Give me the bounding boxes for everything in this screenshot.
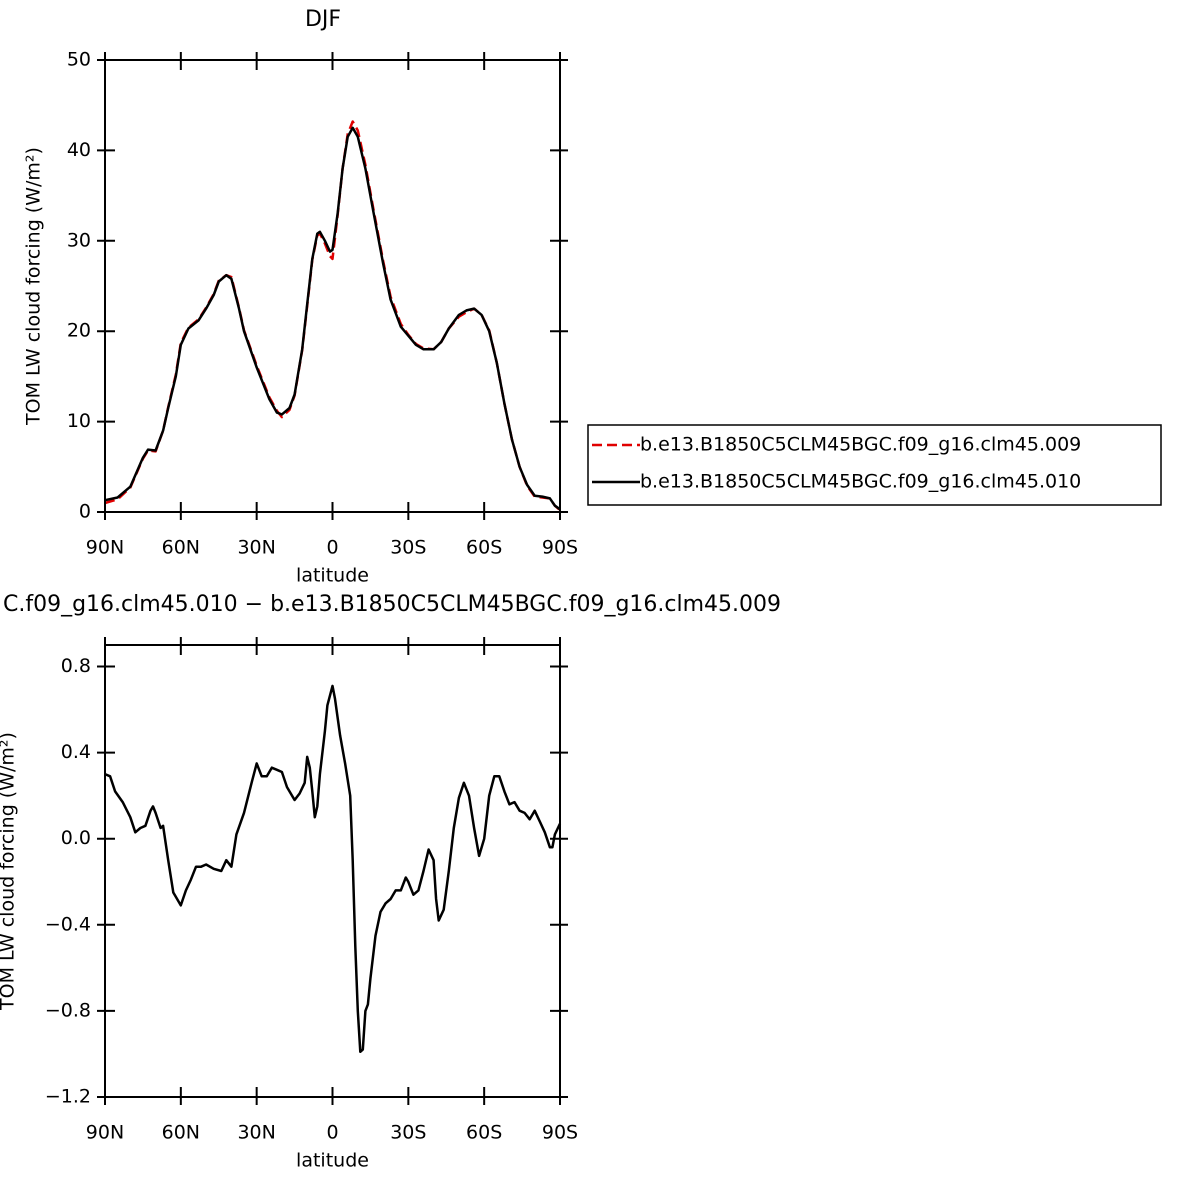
y-tick-label: −0.8 (45, 999, 91, 1021)
x-tick-label: 60N (162, 537, 200, 559)
x-tick-label: 90N (86, 1122, 124, 1144)
x-tick-label: 0 (326, 1122, 338, 1144)
y-tick-label: 30 (67, 229, 91, 251)
y-tick-label: 0.0 (61, 827, 91, 849)
y-tick-label: −0.4 (45, 913, 91, 935)
y-tick-label: −1.2 (45, 1086, 91, 1108)
data-line (104, 684, 562, 1054)
y-tick-label: 50 (67, 49, 91, 71)
x-tick-label: 60N (162, 1122, 200, 1144)
y-tick-label: 0 (79, 501, 91, 523)
data-line (104, 126, 561, 511)
chart-title: C.f09_g16.clm45.010 − b.e13.B1850C5CLM45… (3, 592, 781, 617)
legend-box (587, 424, 1162, 506)
y-axis-label: TOM LW cloud forcing (W/m²) (23, 147, 45, 426)
x-tick-label: 60S (466, 537, 502, 559)
x-tick-label: 30S (390, 1122, 426, 1144)
x-tick-label: 90S (542, 537, 578, 559)
legend-label: b.e13.B1850C5CLM45BGC.f09_g16.clm45.010 (640, 471, 1081, 493)
x-tick-label: 30N (237, 1122, 275, 1144)
x-tick-label: 60S (466, 1122, 502, 1144)
legend-label: b.e13.B1850C5CLM45BGC.f09_g16.clm45.009 (640, 434, 1081, 456)
y-tick-label: 40 (67, 139, 91, 161)
y-tick-label: 0.8 (61, 655, 91, 677)
x-axis-label: latitude (296, 565, 369, 587)
y-tick-label: 0.4 (61, 741, 91, 763)
y-tick-label: 20 (67, 320, 91, 342)
chart-title: DJF (305, 7, 341, 32)
x-axis-label: latitude (296, 1150, 369, 1172)
y-axis-label: TOM LW cloud forcing (W/m²) (0, 732, 19, 1011)
x-tick-label: 0 (326, 537, 338, 559)
x-tick-label: 90S (542, 1122, 578, 1144)
data-line (104, 120, 561, 512)
plot-frame (104, 59, 561, 513)
x-tick-label: 90N (86, 537, 124, 559)
y-tick-label: 10 (67, 410, 91, 432)
plot-frame (104, 644, 561, 1098)
x-tick-label: 30N (237, 537, 275, 559)
x-tick-label: 30S (390, 537, 426, 559)
